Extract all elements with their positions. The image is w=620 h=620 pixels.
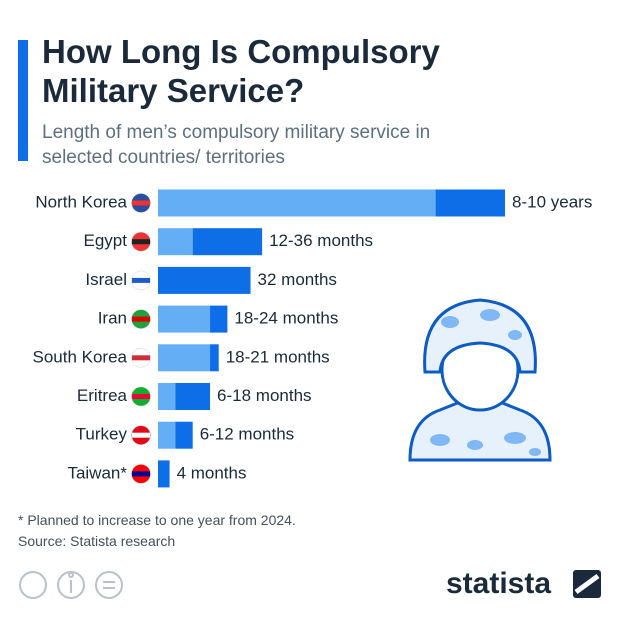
flag-stripe <box>132 277 150 283</box>
category-label: Egypt <box>84 231 128 250</box>
bar-range <box>175 383 211 410</box>
bar-min <box>158 189 436 217</box>
bar-min <box>158 228 193 256</box>
chart-subtitle: Length of men’s compulsory military serv… <box>42 122 431 168</box>
flag <box>131 231 151 252</box>
flag-stripe <box>132 316 150 322</box>
value-label: 12-36 months <box>269 231 373 250</box>
category-label: Eritrea <box>77 386 128 405</box>
flag-stripe <box>132 471 150 477</box>
value-label: 18-24 months <box>234 309 338 328</box>
bar-range <box>158 460 170 488</box>
flag <box>131 464 151 484</box>
category-label: Israel <box>85 270 127 289</box>
flag <box>131 270 151 291</box>
bar-range <box>158 266 251 294</box>
bar-min <box>158 344 211 372</box>
category-label: South Korea <box>32 347 127 366</box>
license-icons <box>19 571 123 599</box>
flag <box>131 348 151 368</box>
value-label: 8-10 years <box>512 192 592 211</box>
category-label: North Korea <box>35 192 127 211</box>
value-label: 4 months <box>177 463 247 482</box>
flag <box>131 309 151 329</box>
flag-stripe <box>132 394 150 399</box>
bar-min <box>158 305 211 333</box>
value-label: 32 months <box>258 270 337 289</box>
flag <box>131 193 151 213</box>
bar-range <box>210 344 219 372</box>
value-label: 6-12 months <box>200 425 295 444</box>
flag <box>131 425 151 445</box>
bar-range <box>435 189 505 217</box>
flag-stripe <box>132 239 150 245</box>
value-label: 6-18 months <box>217 386 311 405</box>
bar-min <box>158 383 176 410</box>
category-label: Iran <box>98 309 127 328</box>
value-label: 18-21 months <box>226 347 330 366</box>
flag-stripe <box>132 355 150 361</box>
brand: statista <box>446 567 551 600</box>
flag <box>131 386 151 407</box>
source: Source: Statista research <box>18 533 176 549</box>
bar-range <box>210 305 228 333</box>
bar-range <box>192 228 263 256</box>
flag-stripe <box>132 432 150 438</box>
category-label: Taiwan* <box>67 463 127 482</box>
brand-logo <box>573 570 601 598</box>
bar-min <box>158 421 176 449</box>
chart-title: How Long Is Compulsory Military Service? <box>42 33 440 109</box>
flag-stripe <box>132 200 150 206</box>
bar-range <box>175 421 193 449</box>
accent-bar <box>18 40 28 161</box>
category-label: Turkey <box>76 425 128 444</box>
footnote: * Planned to increase to one year from 2… <box>18 512 296 528</box>
soldier-icon <box>408 298 552 462</box>
